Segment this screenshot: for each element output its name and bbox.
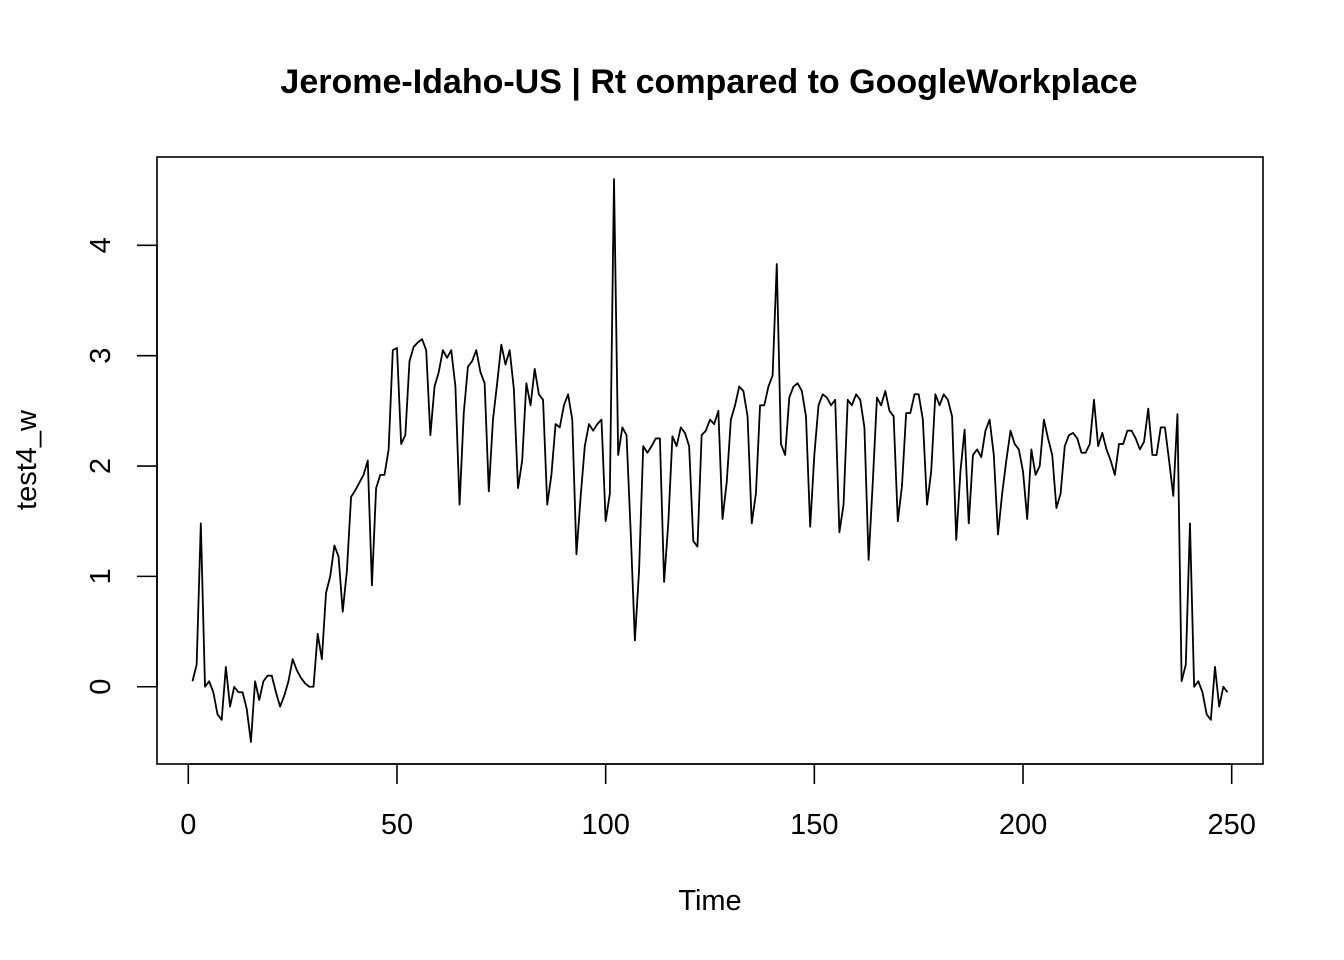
x-tick-label: 50 [381,809,413,841]
x-axis-label: Time [678,885,741,917]
series-line [191,178,1229,743]
y-tick-label: 0 [85,679,117,695]
y-axis-label: test4_w [11,409,43,510]
x-tick-label: 100 [581,809,629,841]
x-tick-label: 200 [999,809,1047,841]
x-axis: 0 50 100 150 200 250 [180,763,1256,841]
x-tick-label: 150 [790,809,838,841]
y-tick-label: 3 [85,348,117,364]
y-tick-label: 1 [85,568,117,584]
chart-title: Jerome-Idaho-US | Rt compared to GoogleW… [280,63,1137,101]
x-tick-label: 0 [180,809,196,841]
y-axis: 0 1 2 3 4 [85,237,158,695]
plot-frame [156,156,1264,765]
y-tick-label: 4 [85,237,117,253]
x-tick-label: 250 [1208,809,1256,841]
y-tick-label: 2 [85,458,117,474]
